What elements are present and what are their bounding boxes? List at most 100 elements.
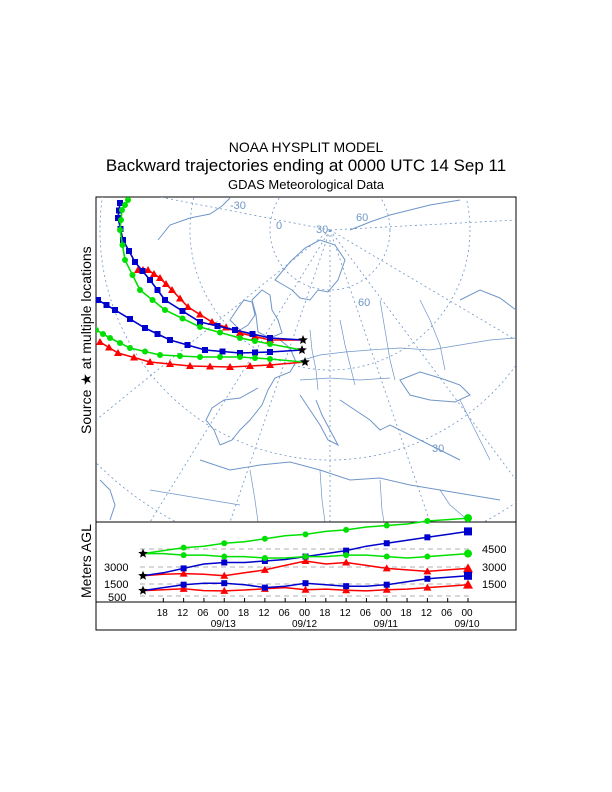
height-series-point [220,571,229,579]
source-star-icon [138,548,148,558]
height-series-point [343,526,350,533]
height-series-point [342,586,351,594]
time-tick-label: 06 [441,608,453,619]
height-series-point [180,565,187,572]
green-trajectory-point [117,340,123,346]
border-line [149,489,241,506]
blue-trajectory-point [267,335,273,341]
graticule-label: 60 [356,212,368,224]
green-trajectory-point [127,345,133,351]
trajectory-title: Backward trajectories ending at 0000 UTC… [105,156,507,175]
height-series-point [343,583,350,590]
red-trajectory-point [105,343,113,351]
west-africa-coast [99,479,116,521]
time-tick-label: 18 [401,608,413,619]
source-label: Source ★ at multiple locations [78,246,94,434]
height-series-point [383,553,390,560]
time-tick-label: 12 [177,608,189,619]
red-trajectory-point [114,349,122,356]
height-panel: 3000 1500 500 4500 3000 1500 18 12 06 00 18 1… [95,514,517,631]
red-trajectory-point [184,303,192,310]
time-tick-label: 12 [258,608,270,619]
green-trajectory-point [217,329,223,336]
blue-trajectory-point [96,297,101,303]
height-series-point [423,567,432,575]
height-series-point [302,553,309,560]
source-markers [297,335,310,366]
model-title: NOAA HYSPLIT MODEL [228,139,384,155]
blue-trajectory-point [214,323,221,329]
meridian [149,229,331,522]
red-trajectory-point [208,318,216,325]
time-axis-frame [95,601,517,631]
source-star-icon [300,357,310,366]
height-series-point [302,580,309,587]
height-series-point [423,583,432,591]
red-trajectory-point [226,363,234,370]
height-series-point [424,553,431,560]
graticule-label: 30 [316,224,328,236]
green-trajectory-point [267,356,273,362]
green-trajectory-point [118,217,124,223]
height-series-point [220,586,229,594]
coastlines [99,197,516,521]
start-height-labels: 3000 1500 500 [104,562,128,604]
green-trajectory-point [117,227,123,233]
time-tick-label: 00 [218,608,230,619]
green-trajectory-point [197,354,203,360]
right-height-labels: 4500 3000 1500 [482,544,506,591]
red-trajectory-point [186,362,194,369]
graticule-label: -30 [230,200,246,212]
green-trajectory-point [252,355,258,361]
blue-trajectory-point [202,347,208,353]
north-africa-coast [199,459,501,501]
blue-trajectory-point [252,349,258,356]
height-axis-label: Meters AGL [78,524,94,598]
meridian [229,229,331,522]
height-series-point [221,553,228,560]
blue-trajectory-point [120,237,126,243]
map-panel: -30 0 30 60 60 30 [95,196,517,523]
border-line [249,469,259,522]
height-series-endpoint [464,527,472,536]
arctic-coast [349,199,461,231]
right-height-label: 1500 [482,579,506,591]
green-trajectory-point [122,202,128,208]
height-series-point [342,558,351,566]
green-trajectory-point [157,352,163,358]
green-trajectory-point [149,297,156,303]
height-series-point [383,540,390,547]
green-trajectory-point [119,207,125,213]
lat-circle [269,197,391,291]
height-series-point [179,584,188,592]
source-star-icon [298,335,308,344]
time-tick-label: 12 [421,608,433,619]
blue-trajectory-point [197,319,203,325]
blue-trajectory-point [112,307,118,313]
red-trajectory-point [196,310,204,318]
time-tick-label: 18 [319,608,331,619]
green-trajectory-point [142,348,148,355]
height-series-endpoint [464,571,472,580]
right-height-label: 3000 [482,562,506,574]
height-series-point [261,535,268,542]
blue-trajectory-point [167,337,173,343]
date-label: 09/12 [292,619,317,630]
border-line [299,377,391,381]
red-trajectory-point [168,286,176,293]
border-line [319,469,326,522]
graticule-label: 30 [432,443,444,455]
green-trajectory-point [237,335,243,341]
green-trajectory-point [96,327,99,333]
date-labels: 09/13 09/12 09/11 09/10 [211,619,480,630]
red-trajectory-point [206,362,214,370]
height-series [142,514,473,594]
date-label: 09/11 [374,619,399,630]
start-height-markers [138,548,148,595]
black-sea-coast [399,371,471,403]
red-trajectory-point [156,274,164,281]
borders [149,299,516,522]
blue-trajectory-point [154,331,161,337]
blue-trajectory-point [184,342,191,348]
